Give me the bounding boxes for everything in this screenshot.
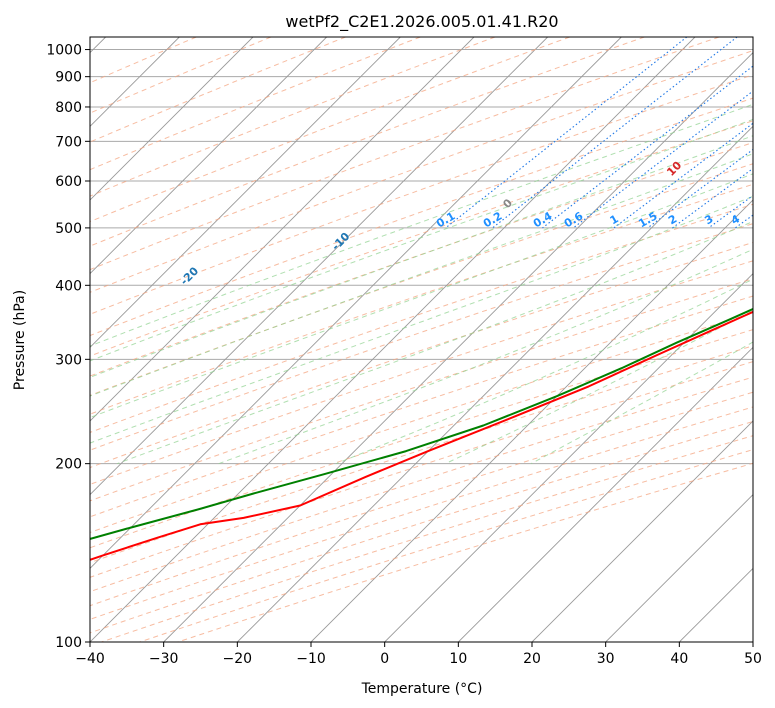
- dry-adiabat-line: [90, 345, 753, 564]
- x-tick-label: 10: [449, 651, 467, 667]
- dry-adiabat-line: [90, 37, 272, 114]
- mixing-ratio-line: [445, 37, 688, 229]
- y-tick-label: 700: [55, 134, 82, 150]
- x-tick-label: −20: [223, 651, 253, 667]
- dry-adiabat-line: [90, 50, 753, 293]
- dry-adiabat-line: [90, 37, 720, 271]
- chart-title: wetPf2_C2E1.2026.005.01.41.R20: [285, 12, 558, 32]
- y-tick-label: 800: [55, 100, 82, 116]
- y-tick-label: 300: [55, 352, 82, 368]
- x-tick-label: 0: [380, 651, 389, 667]
- background-lines: [90, 37, 753, 642]
- isotherm-line: [90, 37, 696, 642]
- x-tick-label: −30: [149, 651, 179, 667]
- dry-adiabat-line: [90, 142, 753, 377]
- mixing-ratio-line: [542, 65, 753, 229]
- isotherm-line: [752, 641, 753, 642]
- dry-adiabat-line: [90, 295, 753, 518]
- plot-background: [90, 37, 753, 642]
- isotherm-line: [458, 346, 753, 642]
- dry-adiabat-line: [90, 37, 496, 197]
- isotherm-line: [605, 494, 753, 642]
- y-tick-label: 900: [55, 70, 82, 86]
- isotherm-line: [531, 420, 753, 642]
- dry-adiabat-line: [90, 37, 570, 223]
- dry-adiabat-line: [90, 391, 753, 607]
- x-tick-label: −40: [75, 651, 105, 667]
- x-tick-label: −10: [296, 651, 326, 667]
- dry-adiabat-line: [90, 183, 753, 415]
- x-tick-label: 50: [744, 651, 762, 667]
- dry-adiabat-line: [90, 260, 753, 485]
- y-tick-label: 100: [55, 635, 82, 651]
- mixing-ratio-line: [613, 122, 753, 229]
- x-tick-label: 20: [523, 651, 541, 667]
- mixing-ratio-label: 6: [768, 212, 775, 227]
- dry-adiabat-line: [90, 97, 753, 337]
- moist-adiabat-line: [90, 173, 753, 419]
- y-tick-label: 500: [55, 221, 82, 237]
- dry-adiabat-line: [90, 329, 753, 549]
- y-tick-label: 400: [55, 278, 82, 294]
- isotherm-line: [90, 37, 548, 496]
- temperature-profile-line: [90, 310, 753, 561]
- isotherm-line: [90, 37, 622, 569]
- plot-frame: [89, 36, 754, 643]
- y-tick-label: 200: [55, 457, 82, 473]
- y-tick-label: 1000: [46, 43, 82, 59]
- isotherm-line: [237, 125, 753, 642]
- isotherm-line: [90, 37, 475, 422]
- dewpoint-profile-line: [90, 307, 753, 540]
- moist-adiabat-line: [90, 153, 753, 397]
- dry-adiabat-line: [90, 74, 753, 315]
- dry-adiabat-line: [90, 203, 753, 433]
- y-axis-label: Pressure (hPa): [12, 290, 28, 390]
- dry-adiabat-line: [90, 241, 753, 469]
- dry-adiabat-line: [90, 37, 346, 143]
- profile-lines: [90, 307, 753, 561]
- x-axis-ticks: −40 −30 −20 −10 0 10 20 30 40 50: [75, 642, 762, 667]
- x-tick-label: 30: [597, 651, 615, 667]
- isotherm-line: [90, 37, 327, 275]
- dry-adiabat-line: [90, 376, 753, 593]
- x-tick-label: 40: [670, 651, 688, 667]
- isotherm-line: [163, 52, 753, 642]
- isotherm-line: [384, 273, 753, 642]
- dry-adiabat-line: [90, 163, 753, 396]
- isotherm-line: [90, 37, 254, 201]
- y-axis-ticks: 100 200 300 400 500 600 700 800 900 1000: [46, 43, 90, 651]
- y-tick-label: 600: [55, 174, 82, 190]
- x-axis-label: Temperature (°C): [361, 681, 483, 697]
